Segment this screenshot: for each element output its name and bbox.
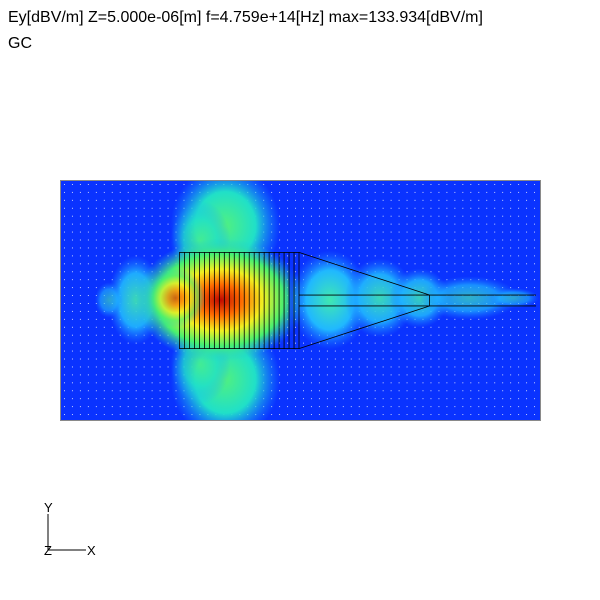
- z-axis-label: Z: [44, 543, 52, 558]
- grating-region: [179, 252, 300, 349]
- x-axis-label: X: [87, 543, 96, 558]
- field-heatmap: [60, 180, 541, 421]
- taper-outline: [298, 252, 537, 349]
- plot-title: Ey[dBV/m] Z=5.000e-06[m] f=4.759e+14[Hz]…: [8, 9, 483, 26]
- y-axis-label: Y: [44, 500, 53, 515]
- plot-subtitle: GC: [8, 35, 32, 52]
- axis-triad: Y X Z: [44, 500, 96, 558]
